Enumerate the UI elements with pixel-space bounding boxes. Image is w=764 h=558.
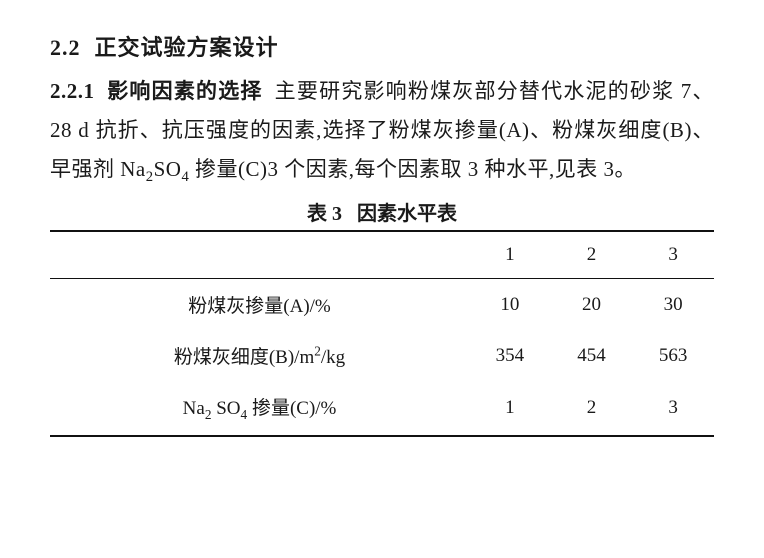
factor-level-table: 1 2 3 粉煤灰掺量(A)/% 10 20 30 粉煤灰细度(B)/m2/kg… — [50, 230, 714, 437]
row-label-c: Na2 SO4 掺量(C)/% — [50, 381, 469, 436]
row-label-b-sup: 2 — [314, 344, 321, 359]
table-header-blank — [50, 231, 469, 279]
table-row: 粉煤灰细度(B)/m2/kg 354 454 563 — [50, 330, 714, 381]
row-label-b: 粉煤灰细度(B)/m2/kg — [50, 330, 469, 381]
cell: 20 — [551, 279, 633, 331]
table-col-2: 2 — [551, 231, 633, 279]
table-caption: 表 3 因素水平表 — [50, 197, 714, 226]
table-row: Na2 SO4 掺量(C)/% 1 2 3 — [50, 381, 714, 436]
cell: 563 — [632, 330, 714, 381]
subsection-number: 2.2.1 — [50, 79, 95, 103]
row-label-a: 粉煤灰掺量(A)/% — [50, 279, 469, 331]
cell: 30 — [632, 279, 714, 331]
subsection-title: 影响因素的选择 — [107, 79, 263, 103]
table-row: 粉煤灰掺量(A)/% 10 20 30 — [50, 279, 714, 331]
cell: 1 — [469, 381, 551, 436]
row-label-c-mid: SO — [211, 398, 240, 419]
row-label-c-post: 掺量(C)/% — [247, 398, 336, 419]
section-heading: 2.2 正交试验方案设计 — [50, 30, 714, 62]
table-caption-title: 因素水平表 — [357, 203, 457, 225]
row-label-b-pre: 粉煤灰细度(B)/m — [174, 347, 314, 368]
cell: 10 — [469, 279, 551, 331]
cell: 454 — [551, 330, 633, 381]
table-header-row: 1 2 3 — [50, 231, 714, 279]
section-number: 2.2 — [50, 35, 81, 60]
table-col-1: 1 — [469, 231, 551, 279]
section-title: 正交试验方案设计 — [95, 35, 279, 60]
body-text-post: 掺量(C)3 个因素,每个因素取 3 种水平,见表 3。 — [189, 157, 636, 181]
cell: 3 — [632, 381, 714, 436]
row-label-b-post: /kg — [321, 347, 345, 368]
body-text-mid: SO — [154, 157, 182, 181]
formula-sub-1: 2 — [146, 169, 154, 185]
table-caption-label: 表 3 — [307, 203, 342, 225]
subsection-paragraph: 2.2.1影响因素的选择主要研究影响粉煤灰部分替代水泥的砂浆 7、28 d 抗折… — [50, 72, 714, 191]
cell: 2 — [551, 381, 633, 436]
cell: 354 — [469, 330, 551, 381]
row-label-c-pre: Na — [183, 398, 205, 419]
table-col-3: 3 — [632, 231, 714, 279]
